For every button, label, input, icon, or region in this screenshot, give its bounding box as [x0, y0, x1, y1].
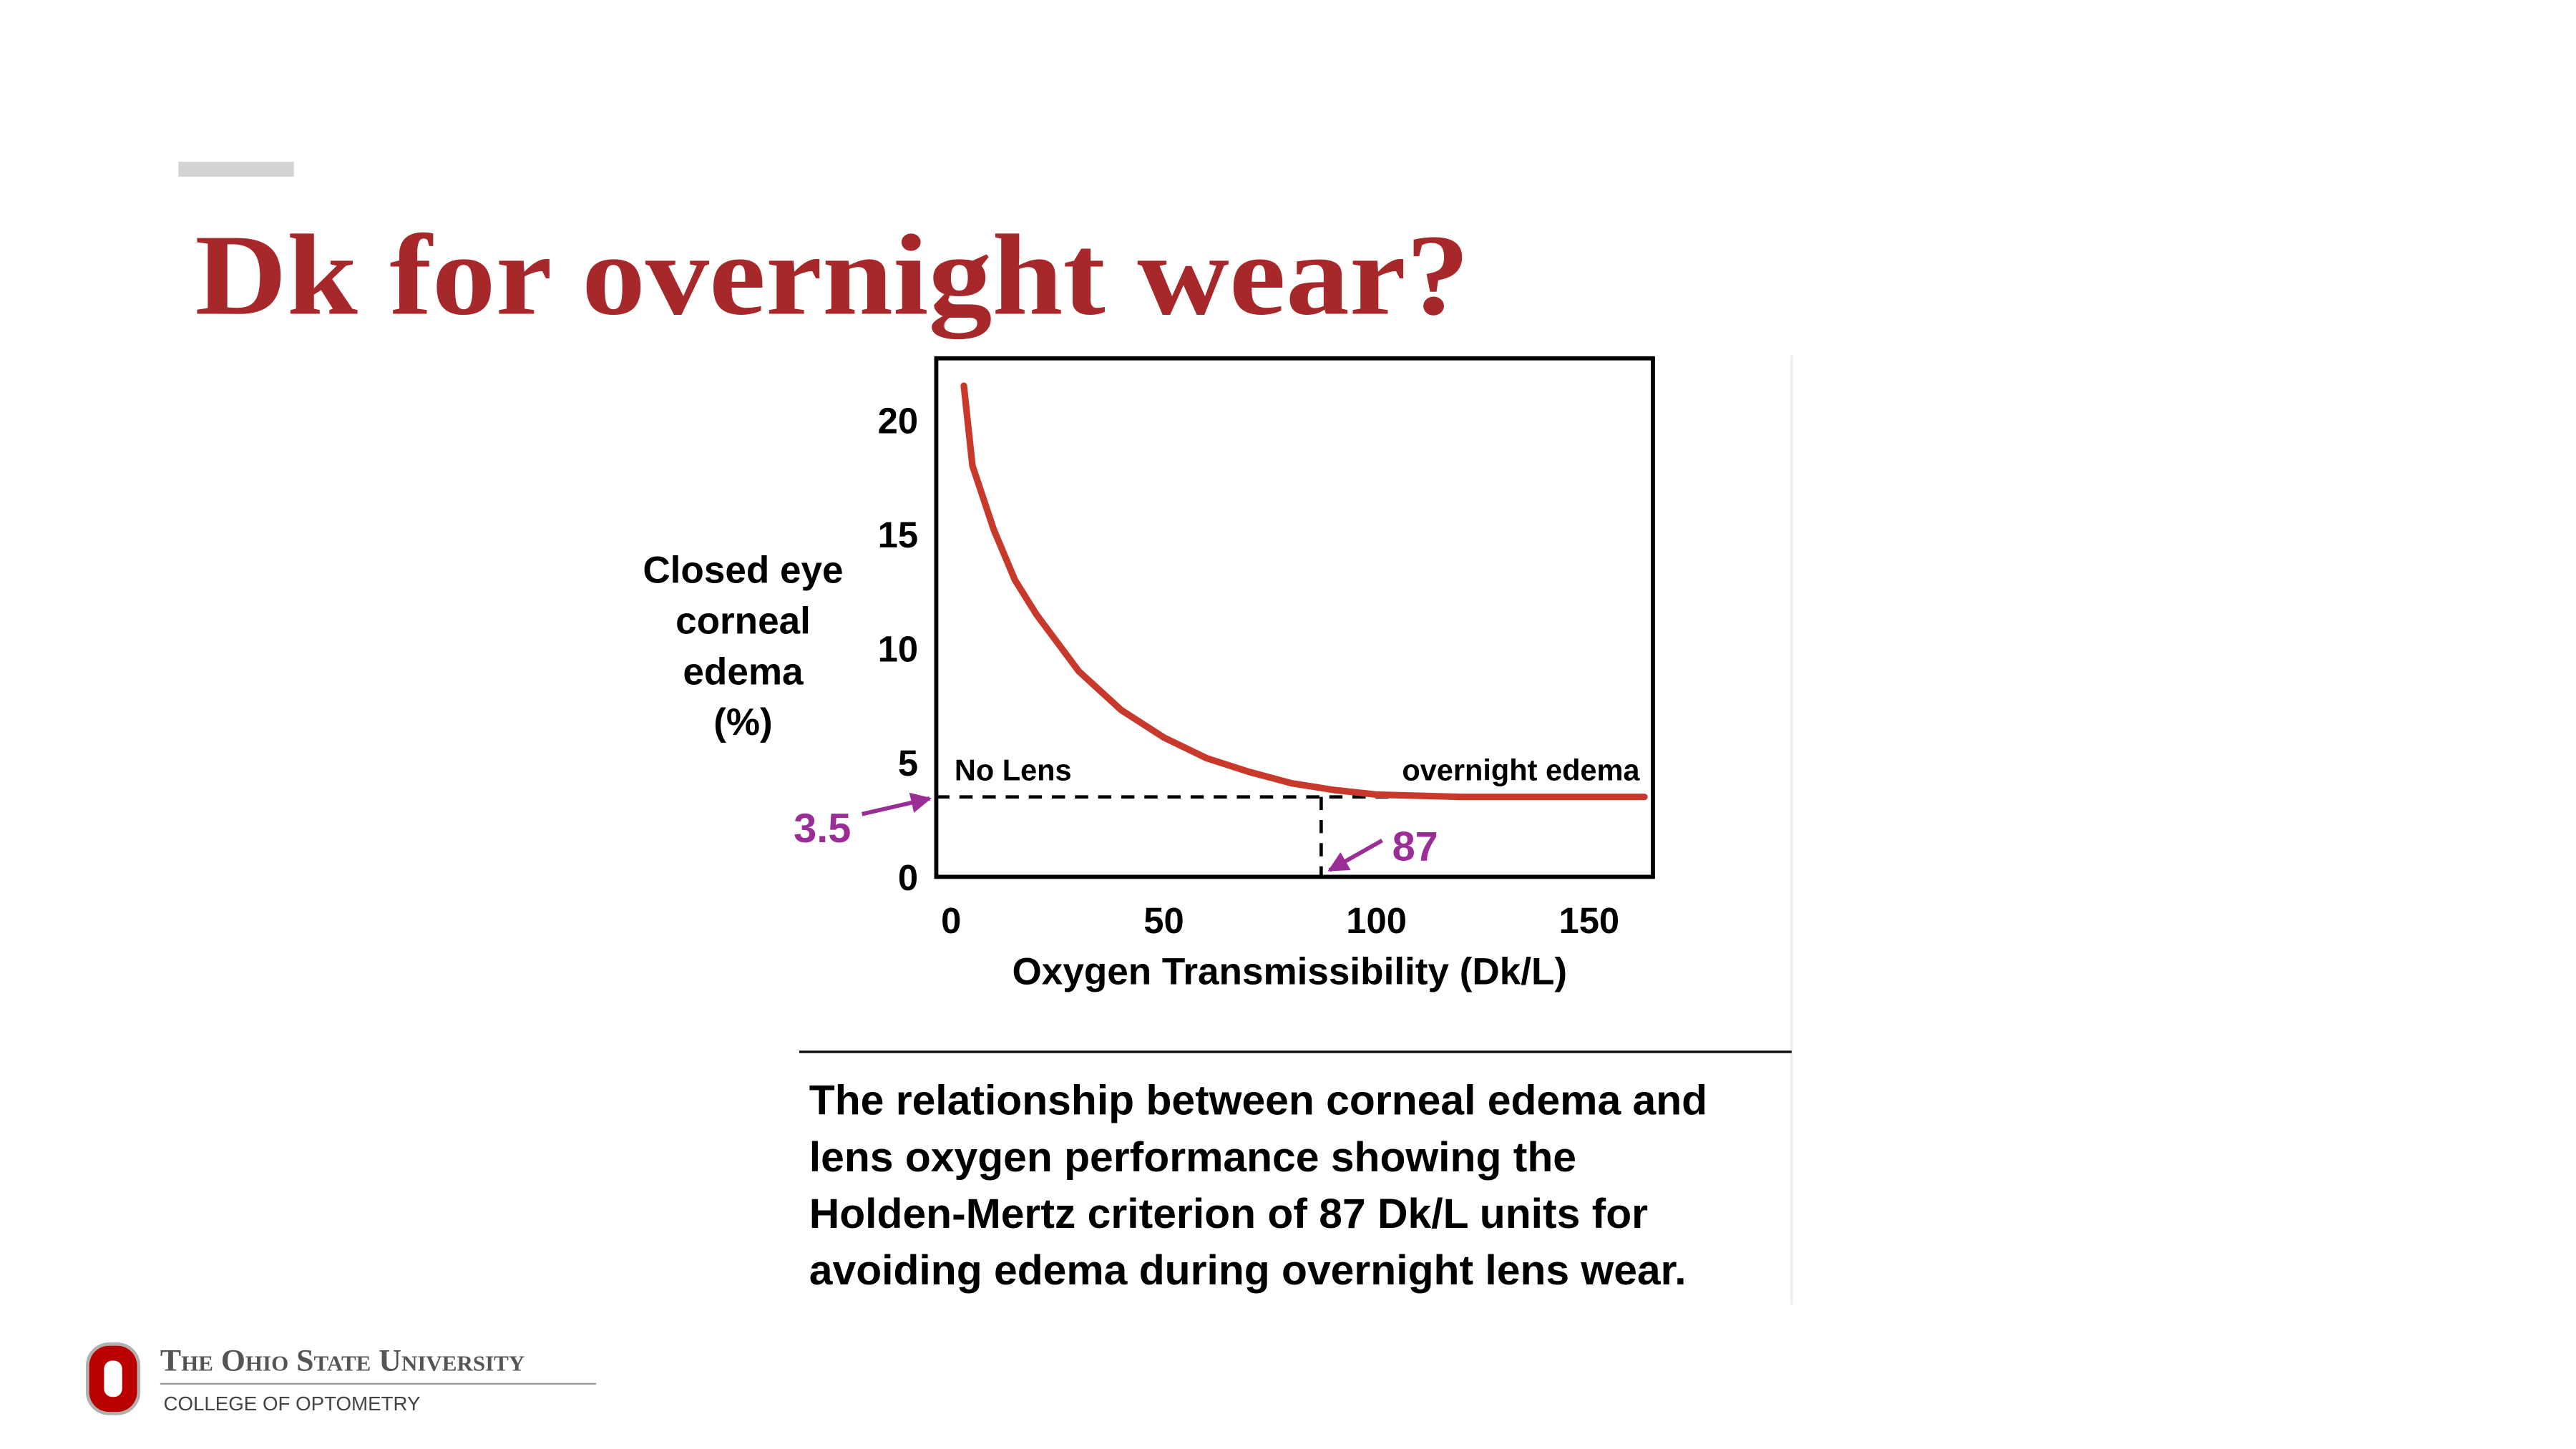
plot-frame: [934, 356, 1655, 879]
y-tick-label: 0: [898, 857, 918, 898]
y-tick-label: 5: [898, 743, 918, 784]
x-tick-label: 0: [941, 900, 961, 941]
logo-o-hole: [104, 1360, 122, 1397]
caption: The relationship between corneal edema a…: [809, 1078, 1707, 1294]
university-name: The Ohio State University: [160, 1343, 525, 1377]
annotation-arrow: [1327, 839, 1383, 872]
y-tick-label: 15: [878, 514, 918, 555]
annotation: 3.5: [794, 806, 851, 852]
slide-title: Dk for overnight wear?: [195, 210, 1470, 339]
x-tick-label: 100: [1346, 900, 1407, 941]
accent-bar: [178, 162, 294, 177]
annotation-arrow: [861, 792, 932, 816]
edema-curve: [960, 382, 1648, 801]
logo: The Ohio State University COLLEGE OF OPT…: [86, 1342, 597, 1415]
x-axis-label: Oxygen Transmissibility (Dk/L): [1013, 950, 1568, 992]
college-name: COLLEGE OF OPTOMETRY: [163, 1392, 420, 1415]
x-tick-label: 50: [1143, 900, 1184, 941]
x-tick-label: 150: [1558, 900, 1619, 941]
caption-line: lens oxygen performance showing the: [809, 1134, 1576, 1181]
y-tick-label: 10: [878, 629, 918, 670]
region-label: No Lens: [955, 753, 1072, 787]
region-label: overnight edema: [1402, 753, 1640, 787]
caption-line: Holden-Mertz criterion of 87 Dk/L units …: [809, 1191, 1648, 1237]
y-axis-label: edema: [683, 650, 804, 693]
chart: 0 5 10 15 20 0 50 100 150 Oxygen Transmissibility…: [643, 356, 1655, 992]
y-tick-label: 20: [878, 400, 918, 441]
y-axis-label: (%): [713, 701, 773, 743]
annotation: 87: [1392, 824, 1438, 869]
y-axis-label: Closed eye: [643, 550, 843, 592]
caption-line: The relationship between corneal edema a…: [809, 1078, 1707, 1124]
caption-line: avoiding edema during overnight lens wea…: [809, 1247, 1687, 1294]
y-axis-label: corneal: [675, 600, 811, 642]
